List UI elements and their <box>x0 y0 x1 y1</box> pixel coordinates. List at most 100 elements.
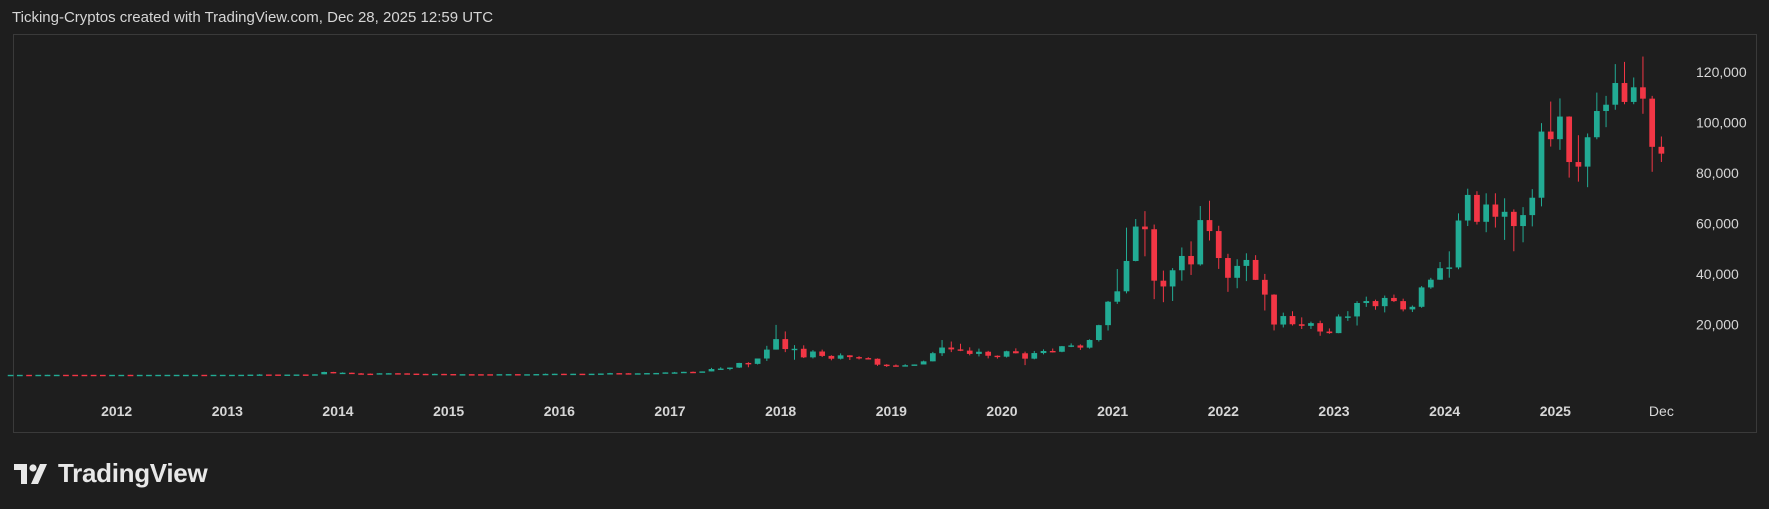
candle[interactable] <box>376 373 383 375</box>
candle[interactable] <box>920 360 927 365</box>
candle[interactable] <box>109 374 115 377</box>
candle[interactable] <box>505 374 512 376</box>
candle[interactable] <box>819 349 826 358</box>
candle[interactable] <box>570 373 577 376</box>
candle[interactable] <box>1630 77 1637 105</box>
candle[interactable] <box>26 374 32 377</box>
candle[interactable] <box>1584 133 1591 188</box>
candle[interactable] <box>1132 218 1139 262</box>
candle[interactable] <box>1640 56 1646 114</box>
candle[interactable] <box>1031 350 1038 360</box>
candle[interactable] <box>1086 339 1093 349</box>
candle[interactable] <box>1169 268 1176 301</box>
candle[interactable] <box>533 373 540 376</box>
candle[interactable] <box>99 374 106 377</box>
candle[interactable] <box>210 374 217 377</box>
candle[interactable] <box>911 364 918 366</box>
candle[interactable] <box>173 374 180 377</box>
candle[interactable] <box>1317 320 1324 336</box>
candle[interactable] <box>1372 299 1379 310</box>
candle[interactable] <box>690 371 696 374</box>
candle[interactable] <box>1095 324 1102 342</box>
candle[interactable] <box>1354 301 1360 326</box>
candle[interactable] <box>1215 225 1222 269</box>
candle[interactable] <box>514 374 521 376</box>
candle[interactable] <box>496 374 503 376</box>
candle[interactable] <box>763 345 770 361</box>
candle[interactable] <box>293 374 300 376</box>
candle[interactable] <box>1538 123 1545 207</box>
candle[interactable] <box>339 372 346 375</box>
candle[interactable] <box>1391 294 1397 303</box>
candle[interactable] <box>1308 321 1314 329</box>
candle[interactable] <box>1621 61 1628 105</box>
candle[interactable] <box>1280 312 1287 328</box>
candle[interactable] <box>192 374 198 377</box>
candle[interactable] <box>985 350 992 359</box>
candle[interactable] <box>1252 255 1259 281</box>
candle[interactable] <box>321 371 328 375</box>
candle[interactable] <box>478 374 484 376</box>
candle[interactable] <box>81 374 88 377</box>
candle[interactable] <box>856 356 862 360</box>
candle[interactable] <box>164 374 171 377</box>
candle[interactable] <box>72 374 79 377</box>
candle[interactable] <box>1012 348 1019 354</box>
candle[interactable] <box>1234 259 1241 289</box>
candle[interactable] <box>1529 189 1536 227</box>
tradingview-logo[interactable]: TradingView <box>14 458 208 489</box>
candle[interactable] <box>846 355 853 360</box>
candle[interactable] <box>1501 198 1508 240</box>
candle[interactable] <box>127 374 134 377</box>
candle[interactable] <box>874 358 881 366</box>
candle[interactable] <box>1566 116 1573 178</box>
candle[interactable] <box>1455 213 1462 270</box>
candle[interactable] <box>1206 200 1213 241</box>
candle[interactable] <box>948 341 955 353</box>
candle[interactable] <box>1142 211 1148 257</box>
candle[interactable] <box>284 374 291 376</box>
candle[interactable] <box>1446 251 1453 278</box>
candle[interactable] <box>791 345 798 360</box>
price-axis[interactable]: 20,000 40,000 60,000 80,000 100,000 120,000 <box>1696 64 1747 332</box>
candle[interactable] <box>1178 247 1185 281</box>
candle[interactable] <box>219 374 226 377</box>
candle[interactable] <box>1151 224 1158 300</box>
candle[interactable] <box>1040 349 1047 355</box>
candle[interactable] <box>828 355 835 361</box>
candle[interactable] <box>265 374 272 376</box>
candle[interactable] <box>385 373 392 375</box>
candle[interactable] <box>1492 193 1499 228</box>
candle[interactable] <box>201 374 208 377</box>
candle[interactable] <box>837 353 844 360</box>
candle[interactable] <box>1400 298 1407 312</box>
candle[interactable] <box>1510 209 1517 252</box>
candle[interactable] <box>994 355 1001 359</box>
candle[interactable] <box>1381 295 1388 313</box>
candle[interactable] <box>1326 328 1333 334</box>
candle[interactable] <box>358 373 364 375</box>
time-axis[interactable]: 2012 2013 2014 2015 2016 2017 2018 2019 2020 2021… <box>101 403 1674 419</box>
candle[interactable] <box>1520 207 1526 243</box>
candle[interactable] <box>653 372 660 375</box>
candle[interactable] <box>1114 269 1121 304</box>
candle[interactable] <box>395 373 401 375</box>
candle[interactable] <box>90 374 97 377</box>
candle[interactable] <box>367 373 374 376</box>
candle[interactable] <box>441 373 447 376</box>
candle[interactable] <box>468 374 475 376</box>
candle[interactable] <box>44 374 51 377</box>
candle[interactable] <box>561 373 567 376</box>
candle[interactable] <box>7 374 14 377</box>
candle[interactable] <box>302 374 309 376</box>
candle[interactable] <box>146 374 152 377</box>
candle[interactable] <box>782 331 789 353</box>
candle[interactable] <box>155 374 162 377</box>
candle[interactable] <box>1049 348 1056 353</box>
chart-area[interactable] <box>13 34 1757 433</box>
candle[interactable] <box>893 364 899 367</box>
candle[interactable] <box>35 374 42 377</box>
candle[interactable] <box>1068 343 1075 348</box>
candle[interactable] <box>625 373 632 375</box>
